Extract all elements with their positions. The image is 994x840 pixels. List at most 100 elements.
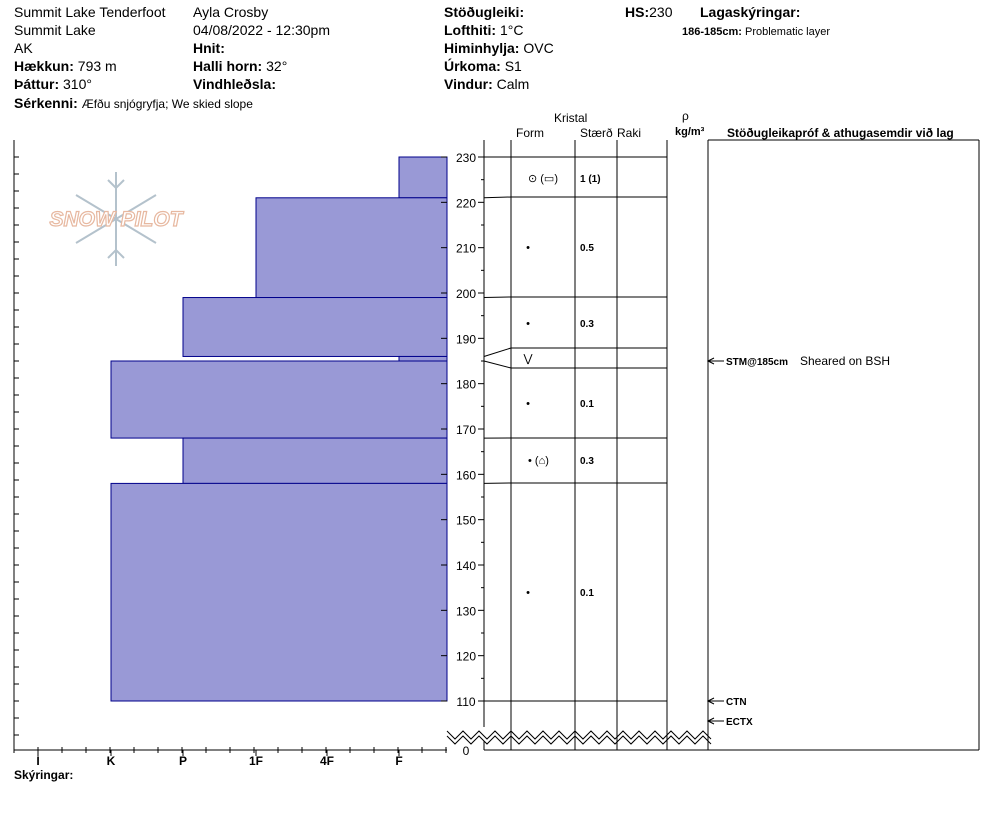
depth-tick-label: 210 (456, 242, 476, 256)
hardness-tick-label: I (36, 754, 39, 768)
features: Sérkenni: Æfðu snjógryfja; We skied slop… (14, 95, 253, 112)
slope: Halli horn: 32° (193, 58, 287, 74)
test-label: STM@185cm (726, 357, 788, 368)
area: Summit Lake (14, 22, 96, 38)
grain-form: • (⌂) (528, 455, 549, 467)
test-note: Sheared on BSH (800, 354, 890, 368)
air-temp: Lofthiti: 1°C (444, 22, 523, 38)
depth-tick-label: 130 (456, 604, 476, 618)
slope-value: 32° (266, 58, 288, 74)
grain-size: 0.3 (580, 319, 594, 330)
wind-label: Vindur: (444, 76, 493, 92)
hardness-tick-label: F (395, 754, 402, 768)
precip: Úrkoma: S1 (444, 58, 522, 74)
hs-value: 230 (649, 4, 673, 20)
hardness-bar (182, 437, 448, 484)
aspect-label: Þáttur: (14, 76, 60, 92)
state: AK (14, 40, 33, 56)
layer-notes-label: Lagaskýringar: (700, 4, 801, 20)
layer-connector (483, 296, 512, 299)
density-unit: kg/m³ (675, 126, 705, 138)
precip-value: S1 (504, 58, 522, 74)
axis-break (446, 730, 712, 740)
grain-form: • (526, 398, 530, 410)
grain-size: 0.5 (580, 243, 594, 254)
snowflake-icon (75, 172, 157, 266)
depth-tick-label: 170 (456, 423, 476, 437)
location: Summit Lake Tenderfoot (14, 4, 166, 20)
depth-tick-label: 200 (456, 287, 476, 301)
hardness-bar (110, 482, 448, 702)
problem-layer-value: Problematic layer (745, 26, 830, 38)
grain-form: • (526, 318, 530, 330)
grain-size: 0.1 (580, 588, 594, 599)
features-label: Sérkenni: (14, 95, 78, 111)
depth-tick-label: 190 (456, 332, 476, 346)
depth-tick-label: 0 (463, 744, 470, 758)
footer-label: Skýringar: (14, 768, 74, 782)
moisture-header: Raki (617, 126, 642, 140)
logo-text: SNOW PILOT (50, 208, 185, 231)
hardness-tick-label: 1F (249, 754, 263, 768)
grain-size: 1 (1) (580, 174, 601, 185)
depth-tick-label: 140 (456, 559, 476, 573)
hardness-tick-label: 4F (320, 754, 334, 768)
depth-tick-label: 150 (456, 514, 476, 528)
wind: Vindur: Calm (444, 76, 529, 92)
layer-connector (483, 196, 512, 199)
hs-label: HS: (625, 4, 650, 20)
grain-form: • (526, 242, 530, 254)
precip-label: Úrkoma: (444, 58, 501, 74)
depth-tick-label: 220 (456, 196, 476, 210)
tests-header: Stöðugleikapróf & athugasemdir við lag (727, 126, 954, 140)
grain-form: ⊙ (▭) (528, 173, 558, 185)
elevation-label: Hækkun: (14, 58, 74, 74)
depth-tick-label: 120 (456, 650, 476, 664)
grain-form: • (526, 587, 530, 599)
grain-size: 0.1 (580, 399, 594, 410)
aspect: Þáttur: 310° (14, 76, 92, 92)
observer: Ayla Crosby (193, 4, 269, 20)
snowpilot-logo: SNOW PILOT (49, 172, 185, 266)
form-header: Form (516, 126, 544, 140)
air-temp-value: 1°C (499, 22, 524, 38)
depth-tick-label: 180 (456, 378, 476, 392)
layer-connector (483, 360, 512, 369)
hardness-bar (255, 197, 448, 299)
elevation-value: 793 m (77, 58, 117, 74)
aspect-value: 310° (63, 76, 92, 92)
crystal-header: Kristal (554, 111, 588, 125)
density-symbol: ρ (682, 109, 689, 123)
coords-label: Hnit: (193, 40, 225, 56)
arrow-icon (706, 697, 715, 705)
slope-label: Halli horn: (193, 58, 263, 74)
axis-break (446, 735, 712, 745)
hardness-bar (398, 156, 448, 199)
sky-label: Himinhylja: (444, 40, 520, 56)
depth-tick-label: 110 (456, 695, 475, 709)
grain-size: 0.3 (580, 456, 594, 467)
problem-layer-label: 186-185cm: (682, 26, 742, 38)
depth-tick-label: 160 (456, 468, 476, 482)
layer-connector (483, 347, 512, 357)
wind-value: Calm (496, 76, 530, 92)
hardness-bar (182, 297, 448, 357)
arrow-icon (706, 717, 715, 725)
test-label: CTN (726, 697, 747, 708)
size-header: Stærð (580, 126, 613, 140)
hardness-tick-label: P (179, 754, 187, 768)
test-label: ECTX (726, 717, 753, 728)
hardness-tick-label: K (107, 754, 116, 768)
hs: HS:230 (625, 4, 672, 20)
datetime: 04/08/2022 - 12:30pm (193, 22, 330, 38)
wind-loading-label: Vindhleðsla: (193, 76, 276, 92)
depth-tick-label: 230 (456, 151, 476, 165)
features-value: Æfðu snjógryfja; We skied slope (81, 97, 253, 111)
hardness-bar (398, 355, 448, 362)
hardness-bar (110, 360, 448, 439)
air-temp-label: Lofthiti: (444, 22, 497, 38)
sky-value: OVC (523, 40, 554, 56)
stability-label: Stöðugleiki: (444, 4, 525, 20)
elevation: Hækkun: 793 m (14, 58, 117, 74)
